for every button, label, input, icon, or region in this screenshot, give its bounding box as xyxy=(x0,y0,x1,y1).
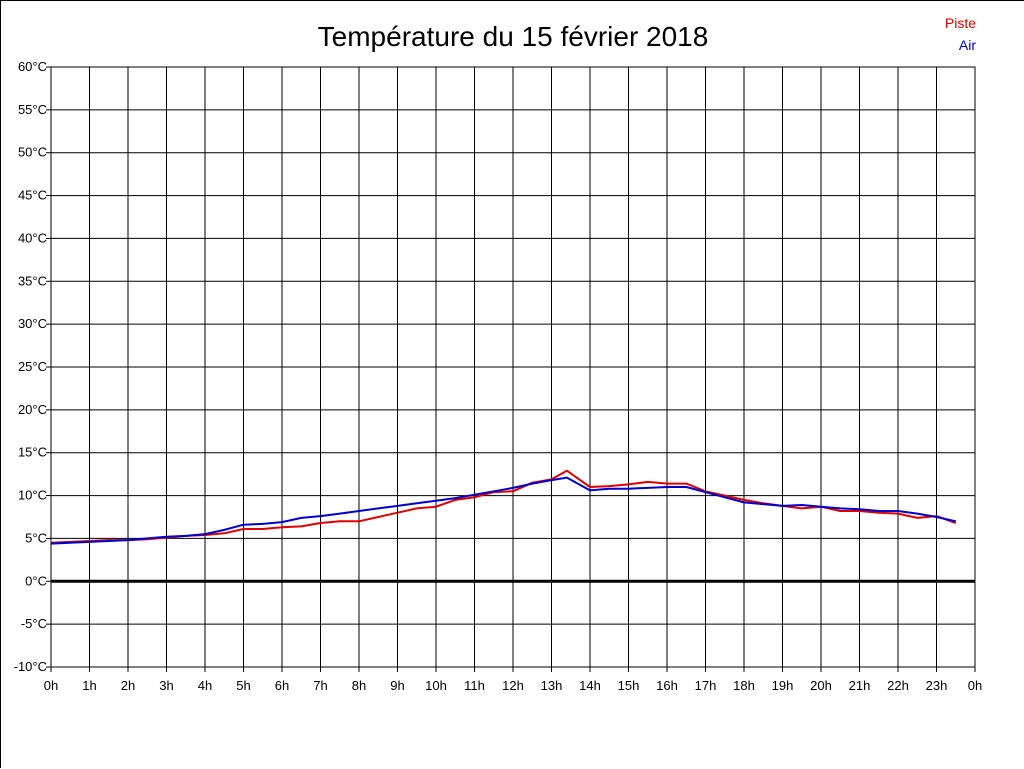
x-tick-label: 8h xyxy=(352,678,366,693)
x-tick-label: 22h xyxy=(887,678,909,693)
x-tick-label: 0h xyxy=(968,678,982,693)
y-tick-label: 45°C xyxy=(18,188,47,203)
y-tick-label: -5°C xyxy=(21,616,47,631)
x-tick-label: 15h xyxy=(618,678,640,693)
y-tick-label: 55°C xyxy=(18,102,47,117)
x-tick-label: 3h xyxy=(159,678,173,693)
x-tick-label: 19h xyxy=(772,678,794,693)
x-tick-label: 1h xyxy=(82,678,96,693)
plot-border xyxy=(50,66,976,668)
y-tick-label: 10°C xyxy=(18,488,47,503)
x-tick-label: 9h xyxy=(390,678,404,693)
x-tick-label: 6h xyxy=(275,678,289,693)
x-tick-label: 7h xyxy=(313,678,327,693)
x-tick-label: 14h xyxy=(579,678,601,693)
y-tick-label: 40°C xyxy=(18,230,47,245)
legend-air: Air xyxy=(959,37,976,53)
y-tick-label: -10°C xyxy=(14,659,47,674)
x-tick-label: 17h xyxy=(695,678,717,693)
x-tick-label: 18h xyxy=(733,678,755,693)
legend: Piste Air xyxy=(945,15,976,53)
chart-title: Température du 15 février 2018 xyxy=(318,21,709,52)
x-tick-label: 4h xyxy=(198,678,212,693)
y-tick-label: 5°C xyxy=(25,530,47,545)
y-tick-label: 30°C xyxy=(18,316,47,331)
y-tick-label: 50°C xyxy=(18,145,47,160)
legend-piste: Piste xyxy=(945,15,976,31)
y-tick-label: 20°C xyxy=(18,402,47,417)
y-tick-labels: 60°C 55°C 50°C 45°C 40°C 35°C 30°C 25°C 20°C 15°C… xyxy=(14,59,47,674)
y-tick-label: 25°C xyxy=(18,359,47,374)
x-tick-label: 11h xyxy=(464,678,485,693)
x-tick-label: 23h xyxy=(926,678,948,693)
x-tick-labels: 0h 1h 2h 3h 4h 5h 6h 7h 8h 9h 10h 11h 12h 13h 14h 15h 16… xyxy=(44,678,982,693)
x-tick-label: 12h xyxy=(502,678,524,693)
x-tick-label: 21h xyxy=(849,678,871,693)
y-tick-label: 60°C xyxy=(18,59,47,74)
axes xyxy=(46,66,976,672)
series-lines xyxy=(50,469,957,545)
x-tick-label: 2h xyxy=(121,678,135,693)
x-tick-label: 13h xyxy=(541,678,563,693)
y-tick-label: 0°C xyxy=(25,573,47,588)
y-tick-label: 15°C xyxy=(18,445,47,460)
x-tick-label: 20h xyxy=(810,678,832,693)
x-tick-label: 0h xyxy=(44,678,58,693)
y-tick-label: 35°C xyxy=(18,273,47,288)
series-line-air xyxy=(50,476,957,545)
x-tick-label: 10h xyxy=(425,678,447,693)
x-tick-label: 16h xyxy=(656,678,678,693)
x-tick-label: 5h xyxy=(236,678,250,693)
